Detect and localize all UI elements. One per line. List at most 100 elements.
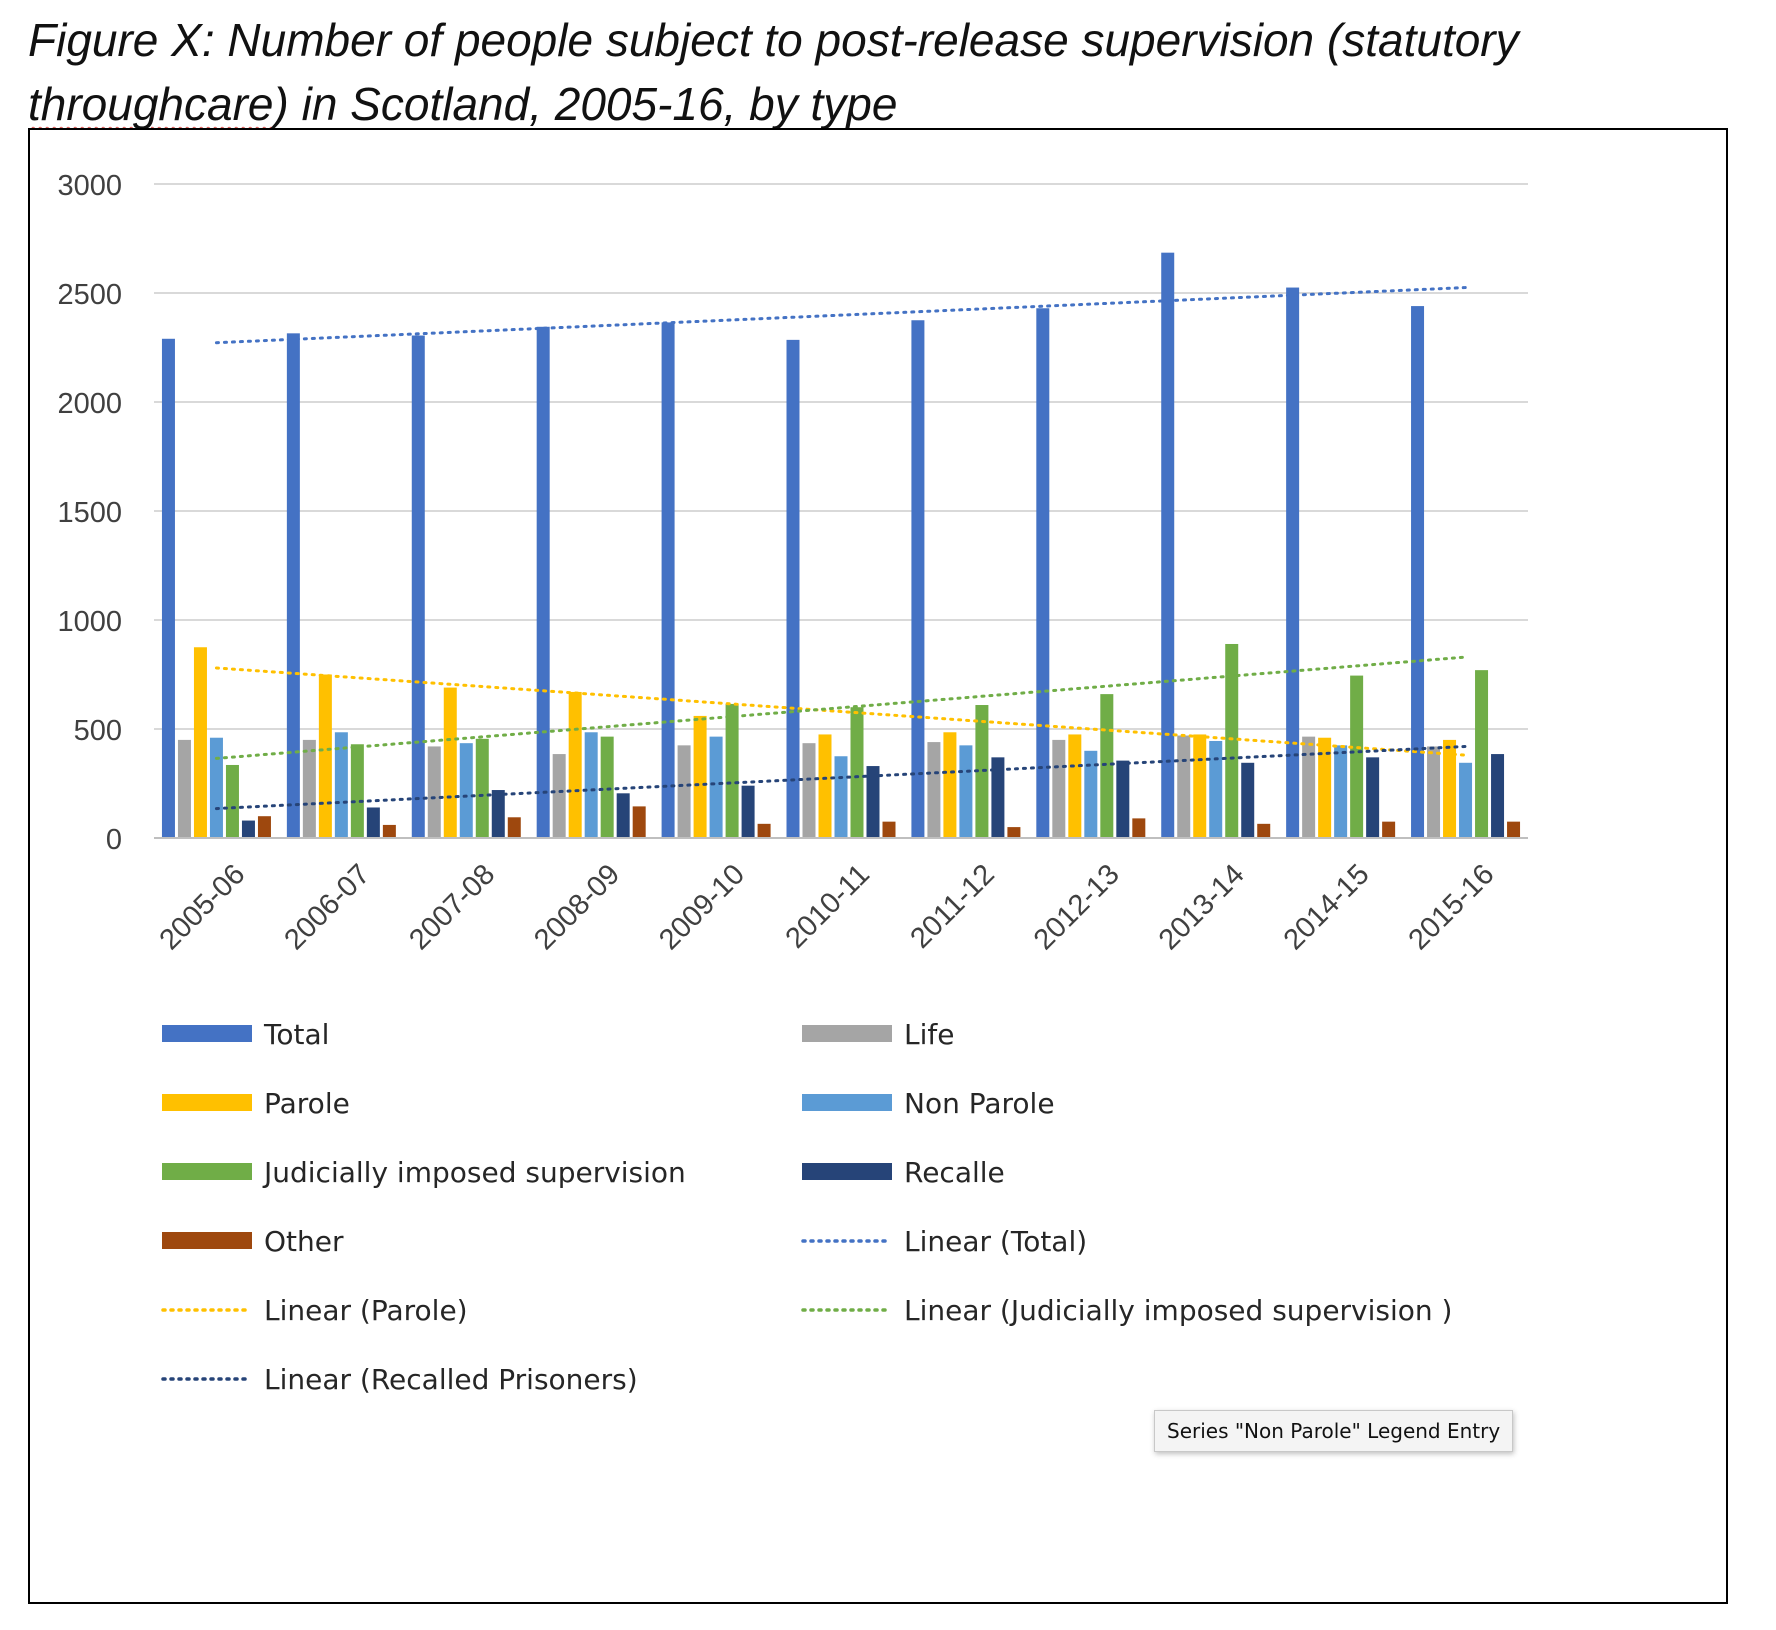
bar-total-2013-14 [1161, 252, 1175, 839]
bar-life-2012-13 [1052, 739, 1066, 838]
bar-parole-2011-12 [943, 732, 957, 838]
bar-non-parole-2014-15 [1334, 745, 1348, 838]
gridlines [154, 183, 1528, 839]
bar-judicially-imposed-supervision-2009-10 [725, 703, 739, 838]
trendline-linear-parole- [214, 666, 1468, 757]
bar-parole-2012-13 [1068, 734, 1082, 838]
bar-other-2010-11 [882, 821, 896, 838]
bar-life-2011-12 [927, 742, 941, 838]
bar-judicially-imposed-supervision-2014-15 [1350, 675, 1364, 838]
bar-life-2014-15 [1302, 736, 1316, 838]
x-tick-label: 2013-14 [1153, 858, 1251, 956]
x-axis: 2005-06 2006-07 2007-08 2008-09 2009-10 2010-… [154, 837, 1528, 956]
bar-life-2010-11 [802, 743, 816, 838]
bar-other-2005-06 [257, 816, 271, 838]
bar-other-2011-12 [1007, 827, 1021, 838]
legend-label: Linear (Recalled Prisoners) [264, 1363, 638, 1396]
bar-parole-2014-15 [1318, 737, 1332, 838]
bar-total-2015-16 [1411, 306, 1425, 838]
bar-recalled-prisoners-2014-15 [1366, 757, 1380, 838]
legend-label: Linear (Total) [904, 1225, 1087, 1258]
legend-tooltip: Series "Non Parole" Legend Entry [1154, 1410, 1514, 1452]
x-tick-label: 2007-08 [403, 858, 501, 956]
x-tick-label: 2005-06 [154, 858, 252, 956]
x-tick-label: 2014-15 [1278, 858, 1376, 956]
bar-recalled-prisoners-2007-08 [491, 790, 505, 838]
chart-title: Figure X: Number of people subject to po… [28, 8, 1728, 136]
bar-recalled-prisoners-2009-10 [741, 785, 755, 838]
legend-label: Total [263, 1018, 329, 1051]
bar-total-2010-11 [786, 339, 800, 838]
bar-non-parole-2011-12 [959, 745, 973, 838]
bar-life-2013-14 [1177, 735, 1191, 838]
trendline-linear-judicially-imposed-supervision- [214, 655, 1468, 760]
x-tick-label: 2011-12 [904, 858, 1000, 954]
y-tick-label: 1000 [57, 606, 122, 638]
bar-recalled-prisoners-2012-13 [1116, 760, 1130, 838]
bar-judicially-imposed-supervision-2006-07 [350, 744, 364, 838]
x-tick-label: 2009-10 [653, 858, 751, 956]
legend-label: Other [264, 1225, 344, 1258]
bar-total-2012-13 [1036, 308, 1050, 838]
bar-other-2015-16 [1507, 821, 1521, 838]
legend[interactable]: Total Life Parole Non Parole Judicially impo… [161, 1018, 1452, 1396]
trendline-linear-total- [214, 286, 1468, 345]
bar-non-parole-2009-10 [709, 736, 723, 838]
legend-label: Linear (Parole) [264, 1294, 468, 1327]
bar-recalled-prisoners-2010-11 [866, 766, 880, 838]
bar-recalled-prisoners-2015-16 [1491, 754, 1505, 838]
bar-recalled-prisoners-2011-12 [991, 757, 1005, 838]
legend-swatch [162, 1025, 252, 1042]
bar-parole-2007-08 [443, 687, 457, 838]
bar-recalled-prisoners-2005-06 [241, 820, 255, 838]
bar-life-2015-16 [1427, 746, 1441, 838]
bar-judicially-imposed-supervision-2005-06 [225, 764, 239, 838]
legend-swatch [802, 1025, 892, 1042]
title-line-1: Figure X: Number of people subject to po… [28, 14, 1519, 66]
bar-total-2008-09 [536, 326, 550, 838]
bar-judicially-imposed-supervision-2008-09 [600, 736, 614, 838]
bar-other-2009-10 [757, 823, 771, 838]
bar-parole-2013-14 [1193, 734, 1207, 838]
y-tick-label: 1500 [57, 497, 122, 529]
bar-parole-2005-06 [193, 647, 207, 838]
bar-non-parole-2013-14 [1209, 740, 1223, 838]
bar-recalled-prisoners-2008-09 [616, 793, 630, 838]
bar-life-2005-06 [177, 739, 191, 838]
bar-non-parole-2015-16 [1459, 762, 1473, 838]
bar-life-2008-09 [552, 754, 566, 838]
bar-total-2007-08 [411, 335, 425, 838]
bar-parole-2009-10 [693, 715, 707, 838]
bar-other-2008-09 [632, 806, 646, 838]
bar-total-2006-07 [286, 333, 300, 838]
x-tick-label: 2012-13 [1028, 858, 1126, 956]
bars [161, 252, 1521, 839]
y-axis: 0 500 1000 1500 2000 2500 3000 [57, 170, 122, 856]
bar-judicially-imposed-supervision-2010-11 [850, 707, 864, 838]
bar-judicially-imposed-supervision-2013-14 [1225, 643, 1239, 838]
x-tick-label: 2006-07 [278, 858, 376, 956]
legend-label: Life [904, 1018, 954, 1051]
bar-other-2007-08 [507, 817, 521, 838]
bar-total-2011-12 [911, 320, 925, 838]
bar-non-parole-2006-07 [334, 732, 348, 838]
x-tick-label: 2010-11 [780, 858, 876, 954]
legend-label: Judicially imposed supervision [262, 1156, 686, 1189]
bar-parole-2008-09 [568, 691, 582, 838]
bar-other-2014-15 [1382, 821, 1396, 838]
legend-label: Recalle [904, 1156, 1005, 1189]
chart-area[interactable]: 0 500 1000 1500 2000 2500 3000 2005-06 2006-07 2… [28, 128, 1728, 1604]
trendlines [214, 286, 1468, 811]
bar-life-2007-08 [427, 746, 441, 838]
bar-non-parole-2012-13 [1084, 750, 1098, 838]
legend-swatch [802, 1094, 892, 1111]
x-tick-label: 2015-16 [1403, 858, 1501, 956]
y-tick-label: 500 [74, 715, 122, 747]
y-tick-label: 2500 [57, 279, 122, 311]
bar-judicially-imposed-supervision-2011-12 [975, 705, 989, 838]
legend-label: Non Parole [904, 1087, 1055, 1120]
bar-non-parole-2007-08 [459, 743, 473, 838]
legend-swatch [162, 1232, 252, 1249]
bar-judicially-imposed-supervision-2007-08 [475, 738, 489, 838]
